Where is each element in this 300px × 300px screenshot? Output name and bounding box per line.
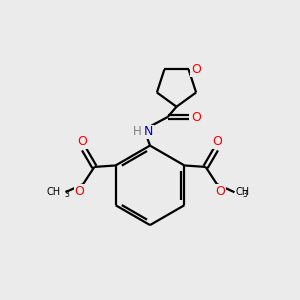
Text: CH: CH <box>46 187 60 197</box>
Text: O: O <box>75 185 85 198</box>
Text: O: O <box>78 135 88 148</box>
Text: H: H <box>132 125 141 138</box>
Text: O: O <box>191 110 201 124</box>
Text: O: O <box>191 63 201 76</box>
Text: 3: 3 <box>64 190 69 199</box>
Text: CH: CH <box>236 187 250 197</box>
Text: O: O <box>215 185 225 198</box>
Text: O: O <box>212 135 222 148</box>
Text: 3: 3 <box>243 190 248 199</box>
Text: N: N <box>144 125 153 138</box>
